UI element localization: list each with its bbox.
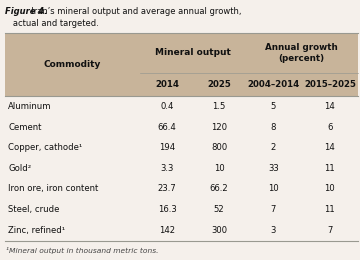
Text: 6: 6 bbox=[327, 123, 333, 132]
Text: 14: 14 bbox=[325, 143, 335, 152]
Bar bbox=[5, 199, 358, 220]
Text: actual and targeted.: actual and targeted. bbox=[5, 20, 98, 29]
Text: 120: 120 bbox=[211, 123, 227, 132]
Text: 66.2: 66.2 bbox=[210, 184, 229, 193]
Text: 10: 10 bbox=[214, 164, 225, 173]
Bar bbox=[5, 179, 358, 199]
Text: Copper, cathode¹: Copper, cathode¹ bbox=[8, 143, 83, 152]
Text: 2025: 2025 bbox=[207, 80, 231, 89]
Text: 16.3: 16.3 bbox=[158, 205, 176, 214]
Text: 7: 7 bbox=[327, 226, 333, 235]
Bar bbox=[5, 96, 358, 117]
Bar bbox=[5, 32, 358, 240]
Text: 3.3: 3.3 bbox=[160, 164, 174, 173]
Text: 2015–2025: 2015–2025 bbox=[304, 80, 356, 89]
Text: Figure 4.: Figure 4. bbox=[5, 6, 47, 16]
Text: 2014: 2014 bbox=[155, 80, 179, 89]
Text: Aluminum: Aluminum bbox=[8, 102, 52, 111]
Text: 52: 52 bbox=[214, 205, 225, 214]
Bar bbox=[5, 158, 358, 179]
Bar bbox=[5, 220, 358, 240]
Text: 194: 194 bbox=[159, 143, 175, 152]
Text: 2: 2 bbox=[271, 143, 276, 152]
Text: 33: 33 bbox=[268, 164, 279, 173]
Text: 142: 142 bbox=[159, 226, 175, 235]
Text: 800: 800 bbox=[211, 143, 228, 152]
Text: 0.4: 0.4 bbox=[160, 102, 174, 111]
Text: 23.7: 23.7 bbox=[158, 184, 176, 193]
Text: Mineral output: Mineral output bbox=[155, 48, 230, 57]
Text: Commodity: Commodity bbox=[44, 60, 101, 69]
Text: 300: 300 bbox=[211, 226, 227, 235]
Bar bbox=[5, 117, 358, 138]
Text: Gold²: Gold² bbox=[8, 164, 31, 173]
Text: 1.5: 1.5 bbox=[212, 102, 226, 111]
Text: 5: 5 bbox=[271, 102, 276, 111]
Text: 10: 10 bbox=[268, 184, 279, 193]
Text: Zinc, refined¹: Zinc, refined¹ bbox=[8, 226, 66, 235]
Text: Iron ore, iron content: Iron ore, iron content bbox=[8, 184, 99, 193]
Text: 8: 8 bbox=[270, 123, 276, 132]
Text: 2004–2014: 2004–2014 bbox=[247, 80, 300, 89]
Bar bbox=[5, 138, 358, 158]
Text: 3: 3 bbox=[271, 226, 276, 235]
Text: 7: 7 bbox=[271, 205, 276, 214]
Text: 11: 11 bbox=[325, 164, 335, 173]
Text: ¹Mineral output in thousand metric tons.: ¹Mineral output in thousand metric tons. bbox=[6, 247, 159, 254]
Text: Steel, crude: Steel, crude bbox=[8, 205, 60, 214]
Text: 14: 14 bbox=[325, 102, 335, 111]
Text: Cement: Cement bbox=[8, 123, 42, 132]
Text: 11: 11 bbox=[325, 205, 335, 214]
Text: Annual growth
(percent): Annual growth (percent) bbox=[265, 43, 338, 63]
Text: Iran’s mineral output and average annual growth,: Iran’s mineral output and average annual… bbox=[26, 6, 242, 16]
Text: 10: 10 bbox=[325, 184, 335, 193]
Text: 66.4: 66.4 bbox=[158, 123, 176, 132]
